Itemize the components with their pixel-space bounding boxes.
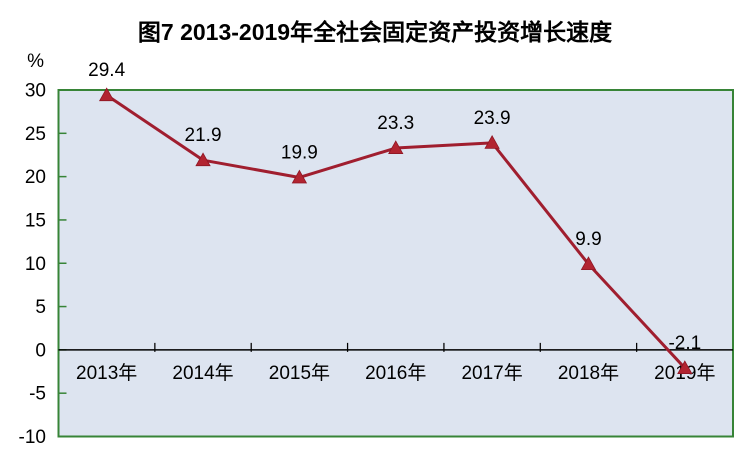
data-point-marker <box>291 169 308 184</box>
data-label: -2.1 <box>668 333 701 354</box>
x-axis-label: 2015年 <box>269 362 330 384</box>
x-axis-label: 2016年 <box>365 362 426 384</box>
data-point-marker <box>677 360 693 374</box>
data-label: 23.9 <box>474 108 511 129</box>
data-point-marker <box>484 135 500 149</box>
x-axis-label: 2018年 <box>558 362 619 384</box>
data-label: 23.3 <box>377 113 414 134</box>
y-axis-tick-label: 5 <box>35 297 46 318</box>
y-axis-tick-label: -5 <box>29 384 46 405</box>
x-axis-label: 2014年 <box>172 362 233 384</box>
data-point-marker <box>195 152 211 167</box>
y-axis-tick-label: 30 <box>25 81 46 102</box>
chart-title: 图7 2013-2019年全社会固定资产投资增长速度 <box>137 19 613 45</box>
data-point-marker <box>98 87 115 102</box>
data-label: 9.9 <box>575 229 601 250</box>
x-axis-label: 2017年 <box>461 362 522 384</box>
y-axis-tick-label: -10 <box>19 427 46 448</box>
x-axis-label: 2013年 <box>76 362 137 384</box>
y-axis-unit-label: % <box>27 51 44 72</box>
data-label: 21.9 <box>185 125 222 146</box>
y-axis-tick-label: 10 <box>25 254 46 275</box>
data-point-marker <box>388 140 404 154</box>
data-label: 19.9 <box>281 142 318 163</box>
y-axis-tick-label: 15 <box>25 210 46 231</box>
y-axis-tick-label: 25 <box>25 124 46 145</box>
data-label: 29.4 <box>88 60 125 81</box>
y-axis-tick-label: 20 <box>25 167 46 188</box>
data-point-marker <box>580 256 597 271</box>
y-axis-tick-label: 0 <box>35 340 46 361</box>
